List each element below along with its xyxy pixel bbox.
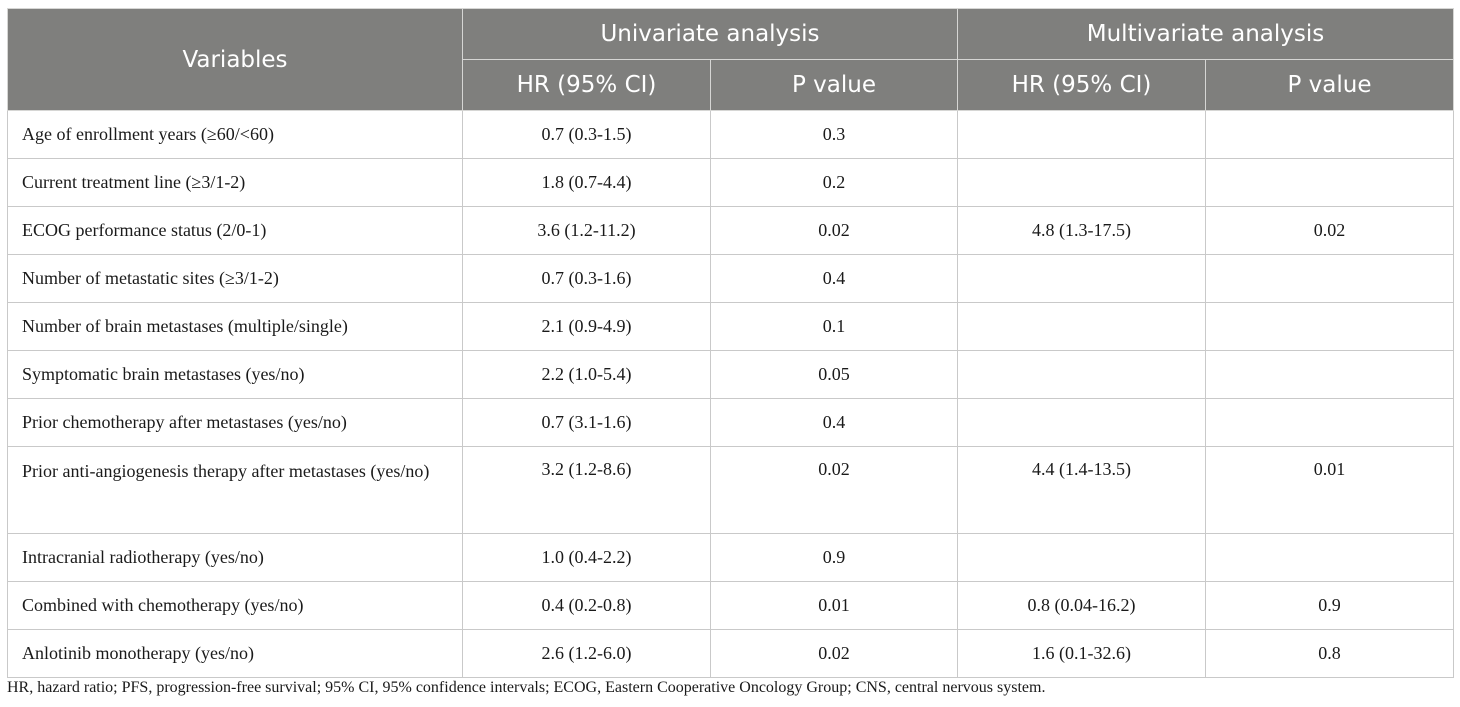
cell-multi-p [1205, 110, 1454, 159]
cell-variable: Anlotinib monotherapy (yes/no) [7, 629, 463, 678]
cell-multi-p: 0.01 [1205, 446, 1454, 534]
table-row: Prior anti-angiogenesis therapy after me… [7, 446, 1454, 534]
header-uni-p: P value [710, 59, 958, 111]
cell-uni-hr: 2.1 (0.9-4.9) [462, 302, 711, 351]
cell-variable: Number of brain metastases (multiple/sin… [7, 302, 463, 351]
cell-uni-hr: 1.8 (0.7-4.4) [462, 158, 711, 207]
table-row: Number of brain metastases (multiple/sin… [7, 302, 1454, 351]
table-row: Prior chemotherapy after metastases (yes… [7, 398, 1454, 447]
cell-multi-hr: 0.8 (0.04-16.2) [957, 581, 1206, 630]
cell-uni-hr: 0.7 (3.1-1.6) [462, 398, 711, 447]
table-footnote: HR, hazard ratio; PFS, progression-free … [7, 679, 1046, 696]
table-row: Intracranial radiotherapy (yes/no) 1.0 (… [7, 533, 1454, 582]
cell-uni-hr: 3.6 (1.2-11.2) [462, 206, 711, 255]
cell-uni-p: 0.02 [710, 206, 958, 255]
cell-multi-p [1205, 302, 1454, 351]
cell-variable: Prior anti-angiogenesis therapy after me… [7, 446, 463, 534]
cell-uni-hr: 2.6 (1.2-6.0) [462, 629, 711, 678]
cell-multi-p: 0.02 [1205, 206, 1454, 255]
cell-uni-p: 0.1 [710, 302, 958, 351]
table-row: Symptomatic brain metastases (yes/no) 2.… [7, 350, 1454, 399]
cell-uni-hr: 0.7 (0.3-1.6) [462, 254, 711, 303]
table-header: Variables Univariate analysis Multivaria… [7, 8, 1454, 111]
cell-multi-hr [957, 350, 1206, 399]
cell-multi-p [1205, 254, 1454, 303]
cell-uni-hr: 0.4 (0.2-0.8) [462, 581, 711, 630]
cell-multi-p [1205, 158, 1454, 207]
cell-uni-p: 0.02 [710, 629, 958, 678]
table-row: Combined with chemotherapy (yes/no) 0.4 … [7, 581, 1454, 630]
cell-uni-hr: 3.2 (1.2-8.6) [462, 446, 711, 534]
cell-multi-hr [957, 302, 1206, 351]
cell-multi-p: 0.9 [1205, 581, 1454, 630]
header-multi-hr: HR (95% CI) [957, 59, 1206, 111]
cell-multi-hr [957, 158, 1206, 207]
table-row: ECOG performance status (2/0-1) 3.6 (1.2… [7, 206, 1454, 255]
cell-multi-hr: 1.6 (0.1-32.6) [957, 629, 1206, 678]
table-row: Current treatment line (≥3/1-2) 1.8 (0.7… [7, 158, 1454, 207]
cell-uni-p: 0.2 [710, 158, 958, 207]
cell-uni-p: 0.05 [710, 350, 958, 399]
cell-variable: Combined with chemotherapy (yes/no) [7, 581, 463, 630]
cell-uni-hr: 1.0 (0.4-2.2) [462, 533, 711, 582]
cell-multi-hr [957, 254, 1206, 303]
header-univariate: Univariate analysis [462, 8, 958, 60]
table-row: Number of metastatic sites (≥3/1-2) 0.7 … [7, 254, 1454, 303]
cell-multi-p [1205, 350, 1454, 399]
table-body: Age of enrollment years (≥60/<60) 0.7 (0… [7, 110, 1454, 678]
cell-multi-hr [957, 533, 1206, 582]
cell-variable: Age of enrollment years (≥60/<60) [7, 110, 463, 159]
cell-uni-p: 0.4 [710, 398, 958, 447]
cell-variable: Intracranial radiotherapy (yes/no) [7, 533, 463, 582]
cell-multi-hr [957, 110, 1206, 159]
table-row: Anlotinib monotherapy (yes/no) 2.6 (1.2-… [7, 629, 1454, 678]
header-variables: Variables [7, 8, 463, 111]
header-multi-p: P value [1205, 59, 1454, 111]
cell-variable: Current treatment line (≥3/1-2) [7, 158, 463, 207]
cell-uni-hr: 0.7 (0.3-1.5) [462, 110, 711, 159]
table-container: Variables Univariate analysis Multivaria… [7, 8, 1454, 678]
cell-uni-p: 0.02 [710, 446, 958, 534]
header-uni-hr: HR (95% CI) [462, 59, 711, 111]
cell-variable: Prior chemotherapy after metastases (yes… [7, 398, 463, 447]
header-multivariate: Multivariate analysis [957, 8, 1454, 60]
cell-multi-hr: 4.4 (1.4-13.5) [957, 446, 1206, 534]
cell-variable: Symptomatic brain metastases (yes/no) [7, 350, 463, 399]
cell-multi-p [1205, 533, 1454, 582]
cell-multi-hr: 4.8 (1.3-17.5) [957, 206, 1206, 255]
cell-multi-p: 0.8 [1205, 629, 1454, 678]
cell-multi-hr [957, 398, 1206, 447]
cell-variable: ECOG performance status (2/0-1) [7, 206, 463, 255]
cell-uni-p: 0.01 [710, 581, 958, 630]
cell-multi-p [1205, 398, 1454, 447]
cell-uni-p: 0.4 [710, 254, 958, 303]
cell-uni-hr: 2.2 (1.0-5.4) [462, 350, 711, 399]
table-row: Age of enrollment years (≥60/<60) 0.7 (0… [7, 110, 1454, 159]
cell-variable: Number of metastatic sites (≥3/1-2) [7, 254, 463, 303]
regression-table: Variables Univariate analysis Multivaria… [7, 8, 1454, 678]
cell-uni-p: 0.9 [710, 533, 958, 582]
cell-uni-p: 0.3 [710, 110, 958, 159]
